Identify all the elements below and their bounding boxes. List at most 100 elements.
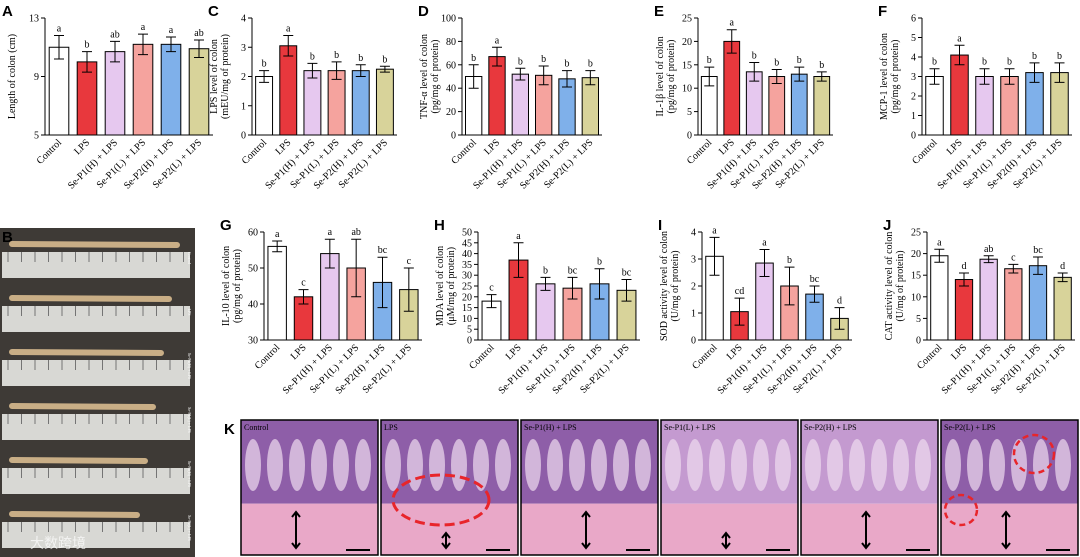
y-tick-label: 3 (241, 43, 246, 54)
error-bar (468, 64, 479, 89)
significance-letter: b (85, 40, 90, 51)
significance-letter: a (516, 231, 521, 242)
panel-border (380, 419, 519, 556)
significance-letter: a (275, 229, 280, 240)
bar (511, 73, 530, 136)
error-bar (594, 268, 605, 300)
colon (9, 457, 148, 464)
y-axis-label: (μM/mg of protein) (446, 247, 457, 325)
y-tick-label: 40 (462, 249, 472, 260)
histology-label: Control (244, 423, 269, 432)
bar-chart: A Length of colon (cm) 5 9 13 a Control b LPS ab S… (2, 3, 213, 192)
photo-label: Se-P1(L) + LPS (187, 407, 192, 433)
error-bar (540, 276, 551, 291)
y-axis-label: (U/mg of protein) (895, 250, 906, 321)
crypt (407, 439, 423, 491)
y-tick-label: 0 (911, 131, 916, 142)
y-tick-label: 5 (467, 325, 472, 336)
significance-letter: b (707, 55, 712, 66)
significance-letter: a (762, 238, 767, 249)
significance-letter: d (962, 261, 967, 272)
bar (1000, 76, 1019, 136)
y-tick-label: 5 (34, 131, 39, 142)
significance-letter: b (1032, 51, 1037, 62)
crypt (245, 439, 261, 491)
crypt (709, 439, 725, 491)
x-tick-label: LPS (949, 342, 969, 362)
y-tick-label: 60 (446, 60, 456, 71)
crypt (967, 439, 983, 491)
error-bar (834, 307, 845, 330)
y-tick-label: 35 (462, 260, 472, 271)
significance-letter: bc (568, 265, 578, 276)
significance-letter: b (262, 59, 267, 70)
y-tick-label: 2 (911, 92, 916, 103)
significance-letter: ab (110, 29, 119, 40)
bar (581, 77, 600, 136)
crypt (333, 439, 349, 491)
error-bar (709, 236, 720, 276)
significance-letter: b (774, 57, 779, 68)
bar (723, 40, 741, 136)
y-axis-label: MDA level of colon (435, 246, 446, 326)
photo-label: LPS (187, 309, 192, 316)
error-bar (794, 66, 805, 82)
bar (950, 54, 969, 136)
significance-letter: b (471, 53, 476, 64)
significance-letter: a (169, 25, 174, 36)
submucosa (241, 503, 378, 555)
colon (9, 511, 140, 518)
bar (255, 76, 274, 136)
y-tick-label: 13 (29, 14, 39, 25)
x-tick-label: Control (910, 137, 940, 167)
crypt (385, 439, 401, 491)
crypt (1011, 439, 1027, 491)
x-tick-label: Control (690, 342, 720, 372)
error-bar (934, 248, 945, 263)
significance-letter: bc (622, 268, 632, 279)
photo-label: Control (187, 252, 192, 265)
ruler (2, 360, 190, 386)
panel-label: H (434, 217, 445, 234)
error-bar (403, 267, 414, 312)
crypt (311, 439, 327, 491)
y-tick-label: 0 (687, 131, 692, 142)
y-axis-label: TNF-α level of colon (419, 34, 430, 119)
significance-letter: ab (351, 227, 360, 238)
crypt (591, 439, 607, 491)
y-axis-label: SOD activity level of colon (659, 231, 670, 341)
y-axis-label: IL-10 level of colon (221, 246, 232, 326)
crypt (355, 439, 371, 491)
error-bar (954, 44, 965, 66)
error-bar (959, 272, 969, 287)
y-tick-label: 30 (248, 336, 258, 347)
crypt (1055, 439, 1071, 491)
histology-label: Se-P1(H) + LPS (524, 423, 577, 432)
panel-label: K (224, 421, 235, 438)
histology-label: Se-P2(H) + LPS (804, 423, 857, 432)
error-bar (307, 62, 318, 79)
bar (104, 51, 126, 136)
y-axis-label: CAT activity level of colon (884, 232, 895, 341)
colon-photo (0, 228, 195, 557)
y-tick-label: 25 (462, 282, 472, 293)
crypt (473, 439, 489, 491)
bar (954, 279, 974, 341)
x-tick-label: Control (915, 342, 945, 372)
crypt (635, 439, 651, 491)
y-tick-label: 60 (248, 228, 258, 239)
significance-letter: b (588, 59, 593, 70)
photo-label: Se-P1(H) + LPS (187, 353, 192, 379)
significance-letter: c (489, 283, 494, 294)
histology-label: LPS (384, 423, 398, 432)
significance-letter: a (937, 237, 942, 248)
significance-letter: d (1060, 261, 1065, 272)
crypt (849, 439, 865, 491)
y-tick-label: 25 (682, 14, 692, 25)
significance-letter: d (837, 296, 842, 307)
error-bar (1029, 62, 1040, 83)
error-bar (1057, 272, 1068, 283)
significance-letter: ab (194, 28, 203, 39)
crypt (451, 439, 467, 491)
significance-letter: c (407, 256, 412, 267)
